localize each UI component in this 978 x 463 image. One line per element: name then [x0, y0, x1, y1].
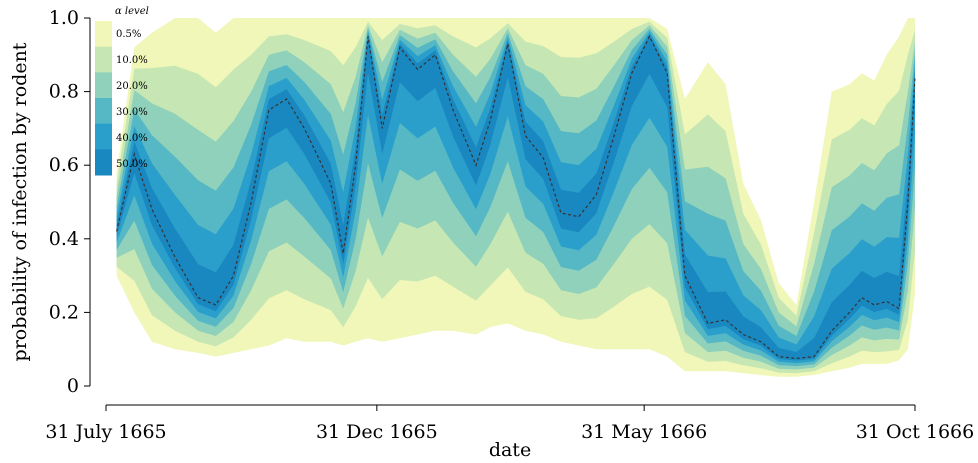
legend: α level 0.5% 10.0% 20.0% 30.0% 40.0% 50.0% — [95, 6, 149, 176]
legend-entry-label: 30.0% — [116, 107, 148, 118]
y-tick-label: 0.8 — [49, 81, 79, 103]
x-tick-label: 31 Dec 1665 — [316, 421, 438, 443]
x-tick-label: 31 Oct 1666 — [856, 421, 974, 443]
legend-color-swatch — [95, 123, 112, 137]
y-tick-label: 0.6 — [49, 154, 79, 176]
legend-color-swatch — [95, 149, 112, 163]
legend-color-swatch — [95, 110, 112, 125]
legend-color-swatch — [95, 46, 112, 60]
x-tick-label: 31 May 1666 — [581, 421, 707, 443]
y-ticks: 0 0.2 0.4 0.6 0.8 1.0 — [49, 7, 90, 397]
legend-color-swatch — [95, 136, 112, 150]
legend-entry-label: 50.0% — [116, 159, 148, 170]
y-tick-label: 0.4 — [49, 228, 79, 250]
legend-color-swatch — [95, 98, 112, 112]
y-tick-label: 1.0 — [49, 7, 79, 29]
legend-title: α level — [115, 6, 149, 17]
x-axis-title: date — [489, 439, 531, 461]
band-50.0% — [116, 34, 916, 361]
legend-color-swatch — [95, 21, 112, 35]
y-tick-label: 0 — [67, 375, 79, 397]
y-tick-label: 0.2 — [49, 301, 79, 323]
legend-color-swatch — [95, 85, 112, 99]
legend-entry-label: 10.0% — [116, 55, 148, 66]
median-line — [116, 35, 916, 360]
legend-color-swatch — [95, 162, 112, 176]
legend-entry-label: 0.5% — [116, 29, 141, 40]
legend-color-swatch — [95, 72, 112, 86]
legend-color-swatch — [95, 59, 112, 73]
x-ticks: 31 July 1665 31 Dec 1665 31 May 1666 31 Oct… — [45, 405, 974, 443]
legend-entry-label: 40.0% — [116, 133, 148, 144]
band-40.0% — [116, 31, 916, 364]
legend-entry-label: 20.0% — [116, 81, 148, 92]
confidence-bands — [116, 18, 916, 377]
legend-color-swatch — [95, 33, 112, 48]
x-tick-label: 31 July 1665 — [45, 421, 166, 443]
y-axis-title: probability of infection by rodent — [9, 42, 31, 361]
